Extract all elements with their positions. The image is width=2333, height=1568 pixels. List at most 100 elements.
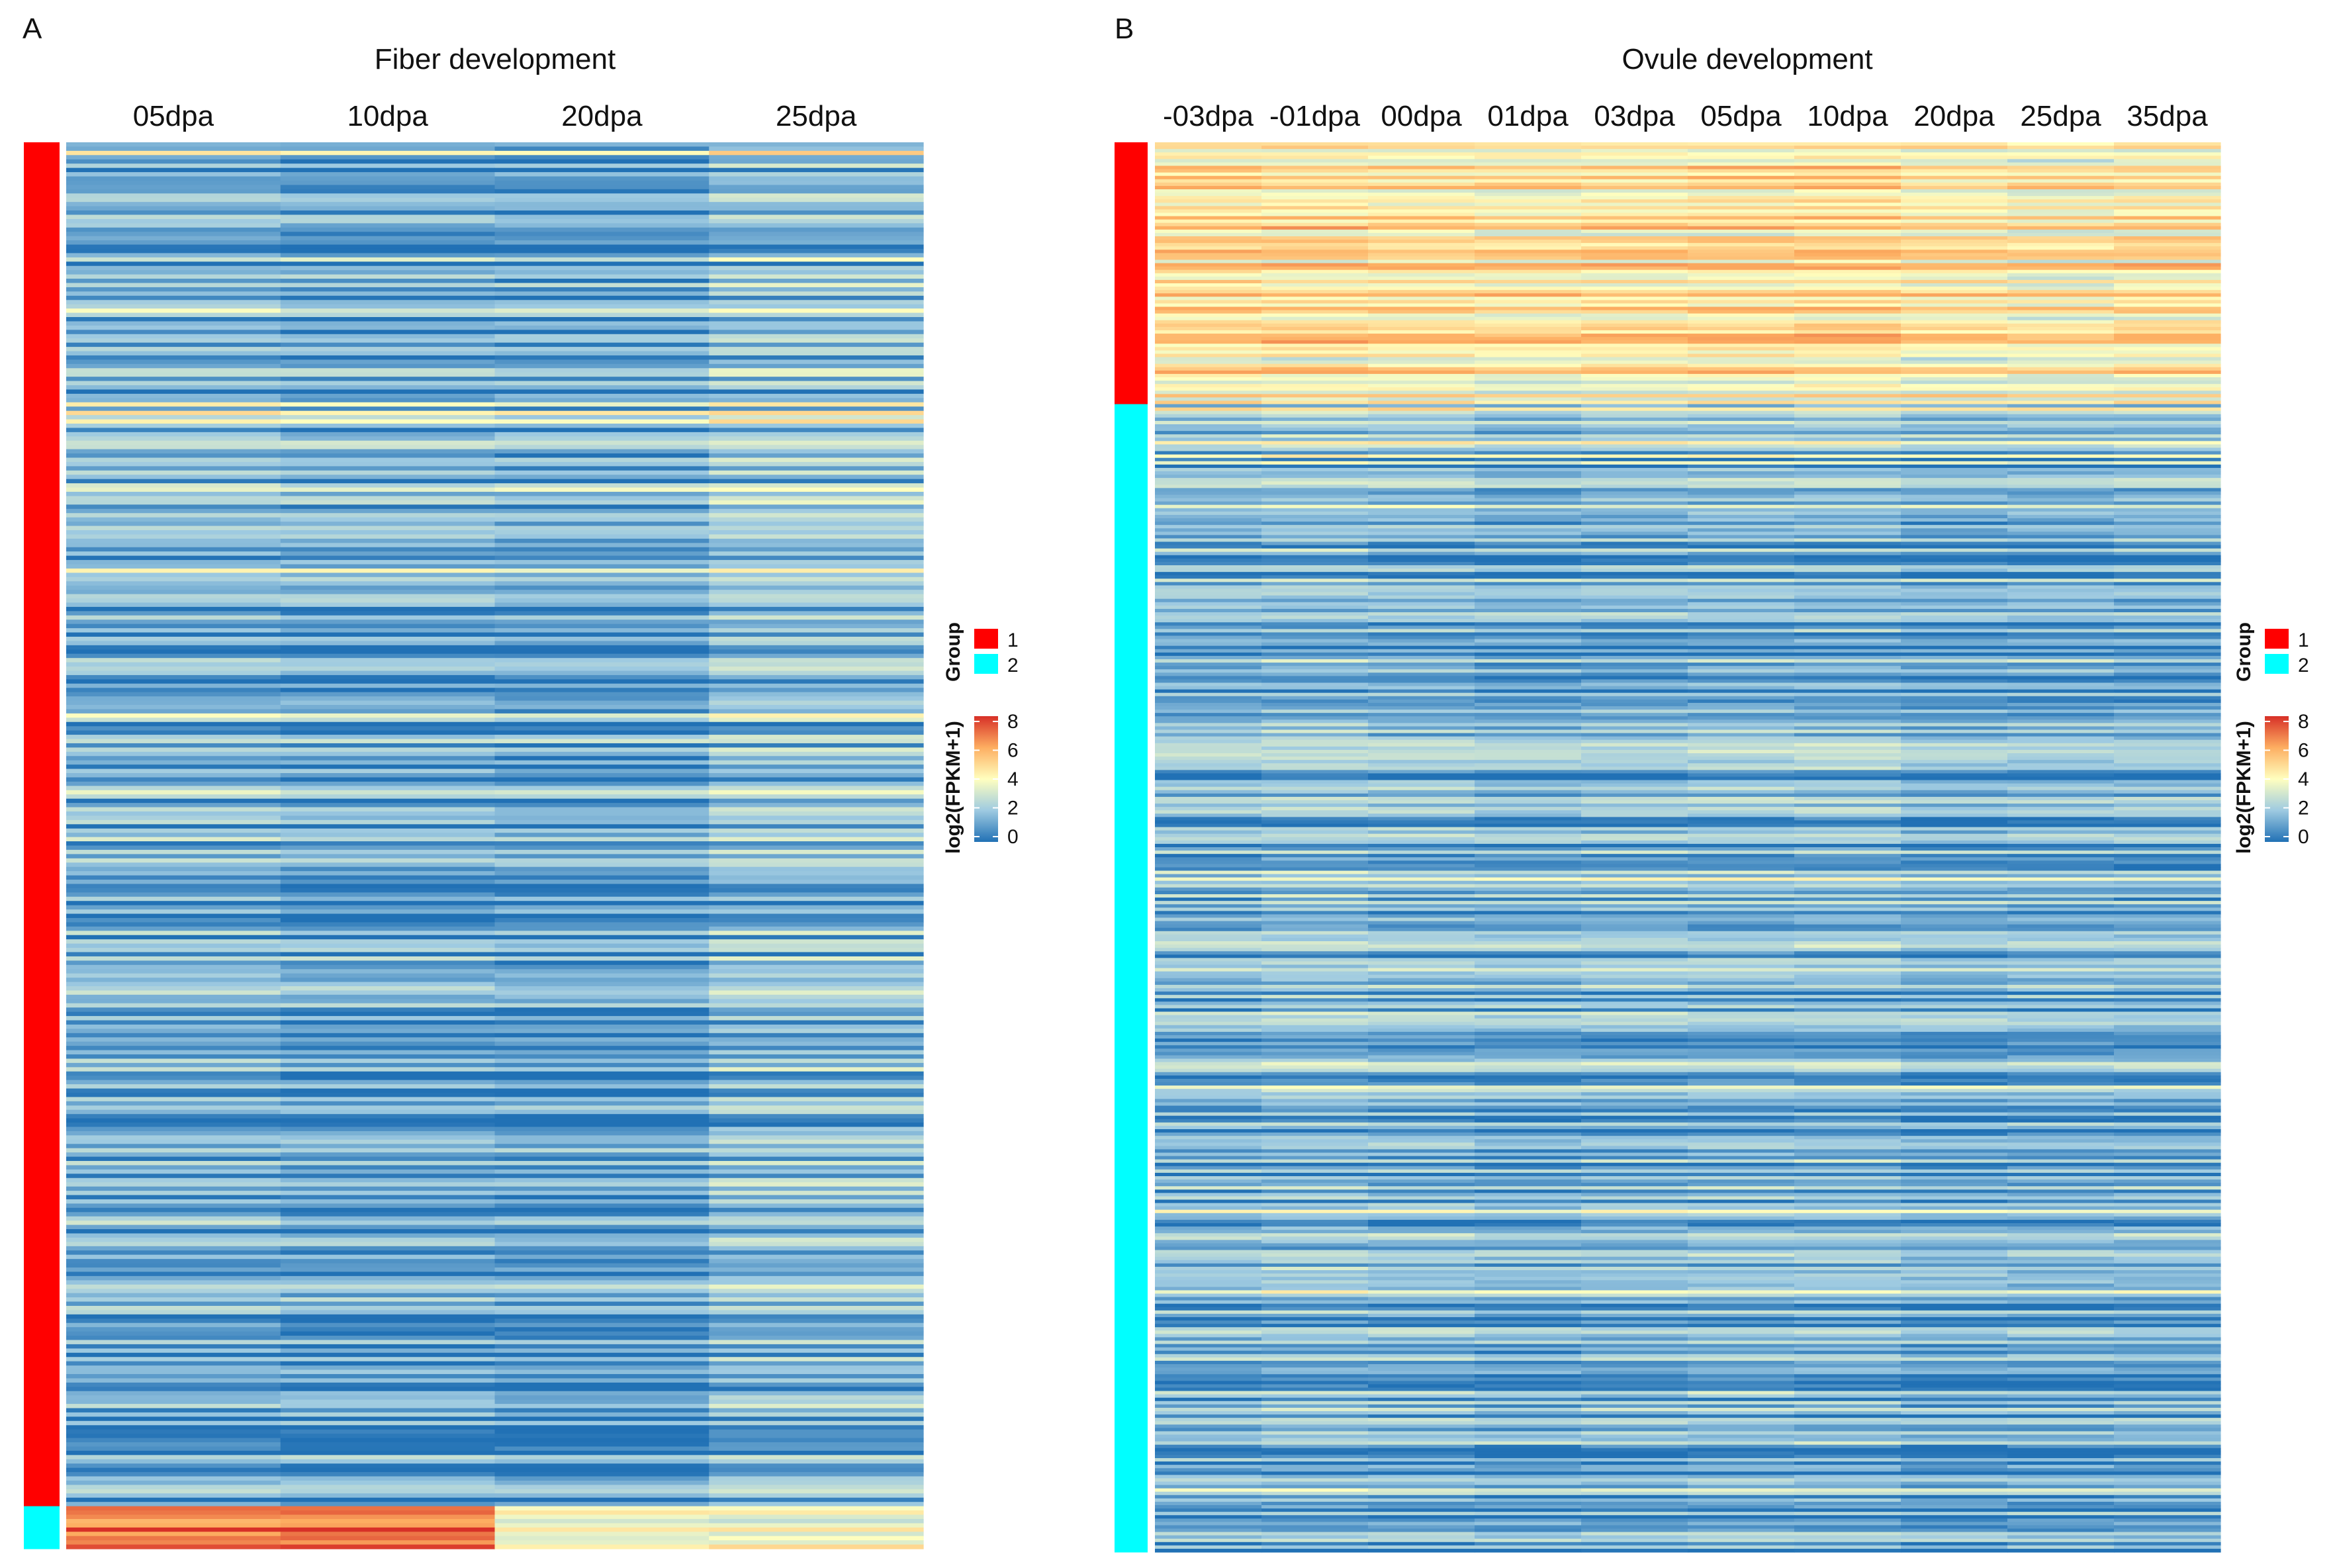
- panel-b-heatmap-cell: [1688, 175, 1795, 180]
- panel-b-heatmap-row: [1155, 934, 2221, 939]
- panel-b-heatmap-row: [1155, 1095, 2221, 1099]
- panel-a-heatmap-cell: [66, 419, 281, 424]
- panel-a-heatmap-cell: [280, 347, 496, 352]
- panel-b-heatmap-cell: [1581, 1136, 1688, 1140]
- panel-b-heatmap-cell: [1155, 179, 1262, 183]
- panel-b-heatmap-cell: [1261, 696, 1369, 700]
- panel-b-heatmap-cell: [1155, 438, 1262, 441]
- panel-a-heatmap-cell: [280, 1493, 496, 1499]
- panel-b-heatmap-cell: [1688, 508, 1795, 512]
- panel-b-heatmap-row: [1155, 561, 2221, 566]
- panel-b-heatmap-cell: [1901, 169, 2008, 173]
- panel-a-heatmap-cell: [709, 1352, 924, 1358]
- panel-a-heatmap-cell: [66, 641, 281, 646]
- panel-a-heatmap-cell: [494, 1467, 709, 1473]
- panel-b-heatmap-cell: [1368, 887, 1475, 892]
- panel-b-heatmap-cell: [1368, 444, 1475, 449]
- panel-b-heatmap-cell: [2114, 1008, 2221, 1013]
- panel-a-heatmap-cell: [280, 939, 496, 945]
- panel-a-heatmap-cell: [280, 1540, 496, 1545]
- panel-b-heatmap-cell: [1475, 1025, 1582, 1029]
- panel-b-heatmap-cell: [2007, 441, 2115, 445]
- panel-b-heatmap-cell: [1688, 760, 1795, 764]
- panel-b-heatmap-cell: [1155, 743, 1262, 747]
- panel-b-column-label-4: 03dpa: [1594, 100, 1675, 132]
- panel-b-heatmap-cell: [1368, 790, 1475, 794]
- panel-a-heatmap-row: [66, 1080, 924, 1085]
- panel-a-column-label-3: 25dpa: [776, 100, 857, 132]
- panel-b-heatmap-cell: [1794, 323, 1901, 328]
- panel-b-heatmap-cell: [1901, 1105, 2008, 1110]
- panel-b-heatmap-cell: [1794, 169, 1901, 173]
- panel-a-heatmap-row: [66, 1408, 924, 1413]
- panel-b-heatmap-cell: [2007, 998, 2115, 1002]
- panel-b-heatmap-row: [1155, 874, 2221, 878]
- panel-b-heatmap-cell: [2007, 917, 2115, 922]
- panel-b-heatmap-cell: [1688, 565, 1795, 569]
- panel-a-heatmap-cell: [280, 674, 496, 680]
- panel-a-heatmap-cell: [494, 943, 709, 948]
- panel-a-heatmap-cell: [280, 581, 496, 586]
- panel-b-heatmap-cell: [1155, 193, 1262, 197]
- panel-b-heatmap-cell: [1581, 864, 1688, 868]
- panel-b-heatmap-cell: [1688, 766, 1795, 770]
- panel-a-heatmap-cell: [494, 1242, 709, 1247]
- panel-a-heatmap-cell: [494, 560, 709, 565]
- panel-b-heatmap-cell: [2007, 1058, 2115, 1063]
- panel-b-heatmap-cell: [2007, 642, 2115, 647]
- panel-b-heatmap-cell: [1475, 867, 1582, 872]
- panel-b-heatmap-cell: [1368, 961, 1475, 966]
- panel-b-heatmap-cell: [1475, 246, 1582, 250]
- panel-b-heatmap-cell: [1688, 313, 1795, 318]
- panel-b-heatmap-cell: [1581, 193, 1688, 197]
- panel-a-heatmap-cell: [709, 517, 924, 522]
- panel-b-heatmap-cell: [1475, 226, 1582, 230]
- panel-a-heatmap-cell: [494, 658, 709, 663]
- panel-a-heatmap-cell: [280, 841, 496, 847]
- panel-a-heatmap-cell: [66, 692, 281, 697]
- panel-b-heatmap-row: [1155, 169, 2221, 173]
- panel-b-heatmap-cell: [1581, 984, 1688, 989]
- panel-a-heatmap-cell: [280, 880, 496, 885]
- panel-b-heatmap-cell: [1261, 904, 1369, 908]
- panel-b-heatmap-cell: [2114, 565, 2221, 569]
- panel-b-heatmap-cell: [1901, 1021, 2008, 1026]
- panel-b-heatmap-cell: [1475, 931, 1582, 935]
- panel-a-heatmap-row: [66, 909, 924, 915]
- panel-b-heatmap-cell: [1368, 279, 1475, 284]
- panel-b-heatmap-cell: [2114, 263, 2221, 267]
- panel-b-heatmap-cell: [1475, 1142, 1582, 1146]
- panel-b-heatmap-cell: [1581, 629, 1688, 633]
- panel-a-heatmap-cell: [280, 568, 496, 573]
- panel-b-heatmap-cell: [2007, 968, 2115, 972]
- panel-a-heatmap-cell: [280, 504, 496, 510]
- panel-b-heatmap-cell: [1261, 1075, 1369, 1080]
- panel-b-heatmap-cell: [1581, 890, 1688, 895]
- panel-b-heatmap-cell: [1688, 820, 1795, 825]
- panel-a-heatmap-cell: [280, 1254, 496, 1260]
- panel-a-heatmap-cell: [280, 440, 496, 445]
- panel-b-heatmap-cell: [1261, 608, 1369, 613]
- panel-b-heatmap-cell: [1261, 525, 1369, 529]
- panel-a-heatmap-cell: [494, 1054, 709, 1060]
- panel-b-heatmap-cell: [2114, 739, 2221, 744]
- panel-b-heatmap-cell: [1794, 817, 1901, 821]
- panel-a-heatmap-cell: [709, 721, 924, 727]
- panel-b-heatmap-cell: [1155, 548, 1262, 553]
- panel-b-heatmap-cell: [1688, 471, 1795, 475]
- panel-b-heatmap-cell: [2007, 1052, 2115, 1056]
- panel-b-heatmap-row: [1155, 890, 2221, 895]
- panel-b-heatmap-cell: [1901, 326, 2008, 331]
- panel-b-heatmap-cell: [1368, 927, 1475, 932]
- panel-b-heatmap-cell: [1794, 1105, 1901, 1110]
- panel-b-heatmap-cell: [2114, 420, 2221, 425]
- panel-b-heatmap-cell: [2114, 749, 2221, 754]
- panel-a-heatmap-cell: [709, 1395, 924, 1401]
- panel-a-heatmap-row: [66, 206, 924, 211]
- panel-b-heatmap-cell: [1581, 377, 1688, 381]
- panel-a-heatmap-row: [66, 598, 924, 604]
- panel-a-heatmap-cell: [709, 1024, 924, 1029]
- panel-b-heatmap-cell: [1901, 911, 2008, 915]
- panel-b-heatmap-cell: [1261, 1025, 1369, 1029]
- panel-b-heatmap-cell: [1261, 575, 1369, 579]
